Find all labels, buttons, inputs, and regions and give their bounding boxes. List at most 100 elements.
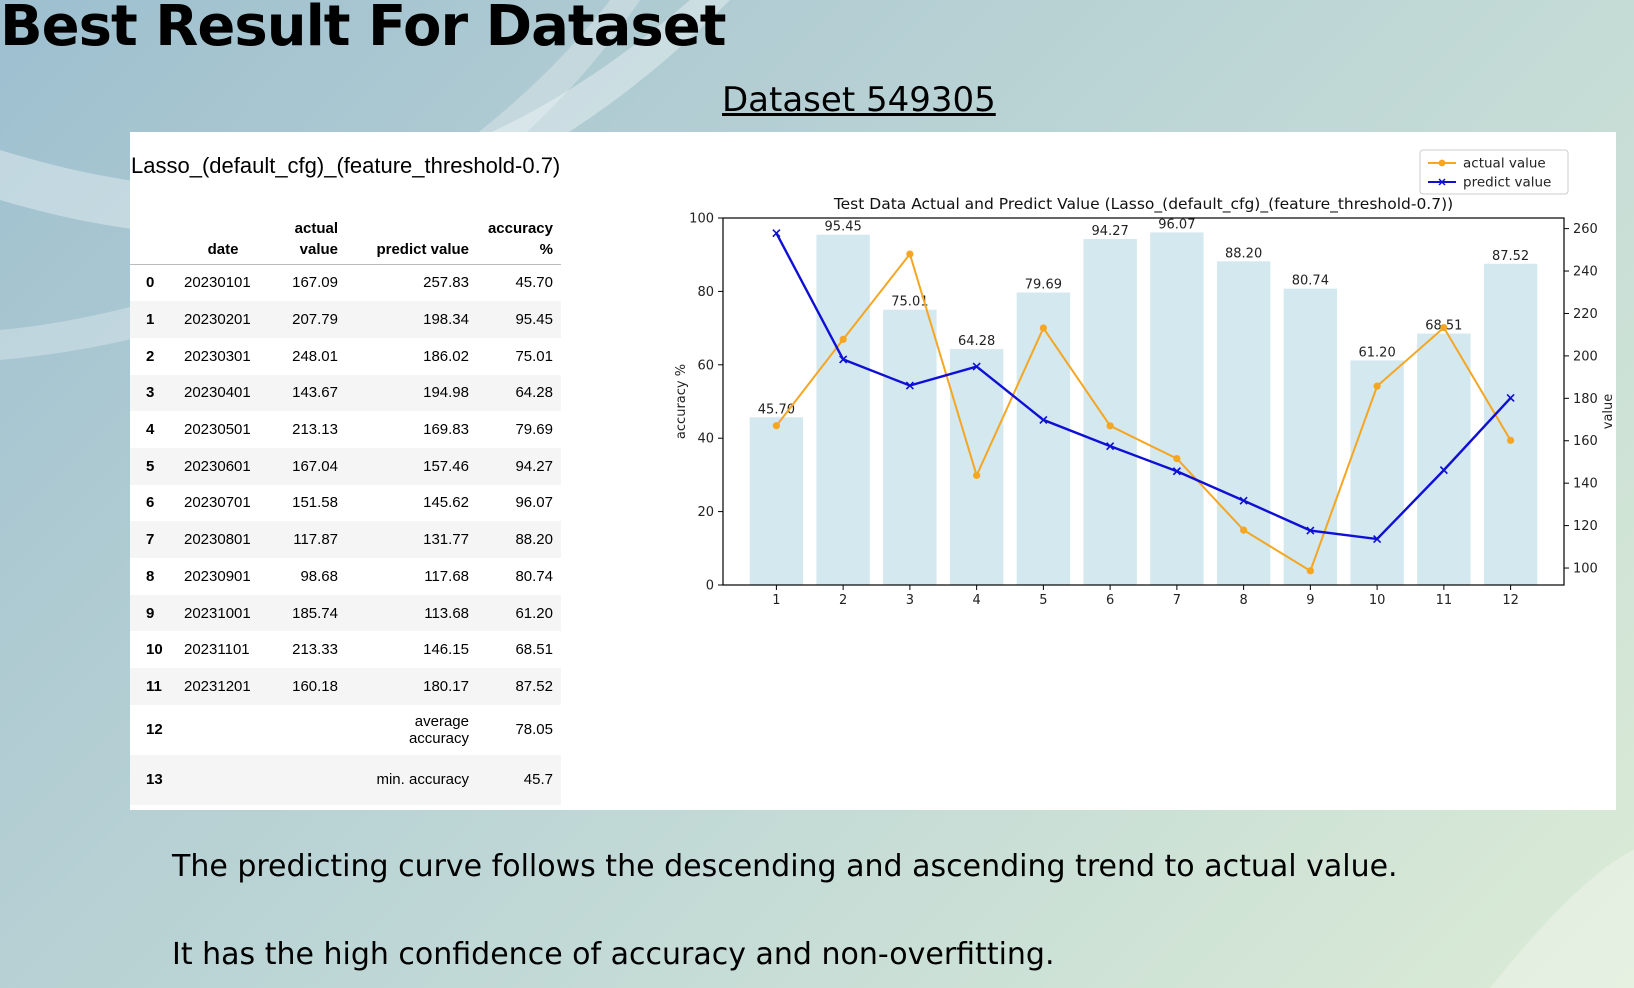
accuracy-cell: 61.20: [515, 604, 553, 622]
note-trend: The predicting curve follows the descend…: [172, 849, 1398, 884]
table-header-row: date actual value predict value accuracy…: [130, 212, 561, 264]
legend-marker: [1438, 159, 1446, 167]
x-tick-label: 12: [1502, 593, 1519, 608]
y2-tick-label: 160: [1573, 434, 1598, 449]
y2-tick-label: 140: [1573, 477, 1598, 492]
accuracy-bar: [816, 234, 870, 586]
row-index: 10: [146, 641, 163, 659]
actual-value-point: [1507, 436, 1515, 444]
accuracy-bar: [1216, 261, 1271, 585]
actual-value-point: [772, 422, 780, 430]
legend-marker: [1438, 178, 1446, 186]
y2-tick-label: 120: [1573, 519, 1598, 534]
actual-cell: 143.67: [292, 384, 338, 402]
predict-cell: 131.77: [423, 531, 469, 549]
actual-cell: 213.13: [292, 421, 338, 439]
actual-value-point: [1373, 382, 1381, 390]
accuracy-bar: [1283, 288, 1338, 585]
accuracy-bar: [1150, 232, 1204, 585]
table-row: 2 20230301 248.01 186.02 75.01: [130, 338, 561, 375]
actual-value-point: [839, 335, 847, 343]
result-panel: Lasso_(default_cfg)_(feature_threshold-0…: [130, 132, 1616, 810]
bar-label: 64.28: [958, 334, 995, 349]
row-index: 2: [146, 347, 155, 365]
x-tick-label: 4: [972, 593, 980, 608]
bar-label: 94.27: [1092, 224, 1129, 239]
date-cell: 20230501: [184, 421, 251, 439]
x-tick-label: 5: [1039, 593, 1047, 608]
plot-frame: [722, 217, 1565, 586]
actual-cell: 185.74: [292, 604, 338, 622]
row-index: 8: [146, 567, 155, 585]
predict-value-point: [1306, 526, 1315, 535]
accuracy-cell: 96.07: [515, 494, 553, 512]
actual-cell: 160.18: [292, 677, 338, 695]
y-tick-label: 100: [689, 212, 714, 227]
actual-cell: 248.01: [292, 347, 338, 365]
y2-tick-label: 260: [1573, 222, 1598, 237]
table-row: 3 20230401 143.67 194.98 64.28: [130, 374, 561, 412]
predict-cell: 113.68: [424, 604, 469, 622]
predict-value-line: [775, 232, 1512, 541]
actual-cell: 207.79: [292, 311, 338, 329]
summary-row: 12 average accuracy 78.05: [130, 705, 561, 755]
chart-title: Test Data Actual and Predict Value (Lass…: [833, 195, 1453, 214]
actual-value-point: [1440, 324, 1448, 332]
accuracy-cell: 45.70: [515, 274, 553, 292]
date-cell: 20230901: [184, 567, 251, 585]
row-index: 1: [146, 311, 155, 329]
actual-value-point: [973, 471, 981, 479]
date-cell: 20230301: [184, 347, 251, 365]
bar-label: 96.07: [1158, 217, 1195, 232]
bar-label: 87.52: [1492, 249, 1529, 264]
summary-row: 13 min. accuracy 45.7: [130, 754, 561, 805]
date-cell: 20231201: [184, 677, 251, 695]
y-axis-label: accuracy %: [674, 364, 689, 439]
predict-cell: 198.34: [423, 311, 469, 329]
predict-value-point: [972, 362, 981, 371]
table-row: 0 20230101 167.09 257.83 45.70: [130, 264, 561, 301]
predict-header: predict value: [376, 240, 469, 258]
date-cell: 20230801: [184, 531, 251, 549]
actual-value-point: [1039, 324, 1047, 332]
legend-label: predict value: [1463, 175, 1551, 191]
x-tick-label: 6: [1106, 593, 1114, 608]
date-cell: 20230701: [184, 494, 251, 512]
row-index: 6: [146, 494, 155, 512]
row-index: 4: [146, 421, 155, 439]
bar-label: 95.45: [825, 220, 862, 235]
predict-value-point: [905, 381, 914, 390]
accuracy-bar: [883, 309, 937, 585]
date-cell: 20230201: [184, 311, 251, 329]
predict-value-point: [1439, 466, 1448, 475]
accuracy-cell: 64.28: [515, 384, 553, 402]
predict-cell: 157.46: [423, 457, 469, 475]
date-cell: 20231001: [184, 604, 251, 622]
dataset-title: Dataset 549305: [722, 80, 996, 120]
predict-value-point: [1039, 415, 1048, 424]
y2-tick-label: 180: [1573, 392, 1598, 407]
x-tick-label: 8: [1239, 593, 1247, 608]
legend-label: actual value: [1463, 156, 1546, 172]
summary-label: average accuracy: [408, 712, 469, 747]
bar-label: 75.01: [891, 295, 928, 310]
actual-cell: 98.68: [300, 567, 338, 585]
accuracy-bar: [1083, 239, 1137, 585]
row-index: 11: [146, 677, 162, 695]
accuracy-cell: 94.27: [515, 457, 553, 475]
predict-cell: 117.68: [424, 567, 469, 585]
accuracy-bar: [749, 417, 804, 585]
row-index: 7: [146, 531, 155, 549]
actual-header: actual value: [294, 219, 338, 258]
bar-label: 88.20: [1225, 246, 1262, 261]
table-row: 9 20231001 185.74 113.68 61.20: [130, 594, 561, 632]
actual-cell: 167.09: [292, 274, 338, 292]
y-tick-label: 20: [697, 505, 714, 520]
actual-cell: 117.87: [293, 531, 338, 549]
predict-cell: 146.15: [423, 641, 469, 659]
predict-value-point: [1239, 496, 1248, 505]
x-tick-label: 10: [1369, 593, 1386, 608]
accuracy-cell: 68.51: [515, 641, 553, 659]
bar-label: 79.69: [1025, 278, 1062, 293]
x-tick-label: 2: [839, 593, 847, 608]
